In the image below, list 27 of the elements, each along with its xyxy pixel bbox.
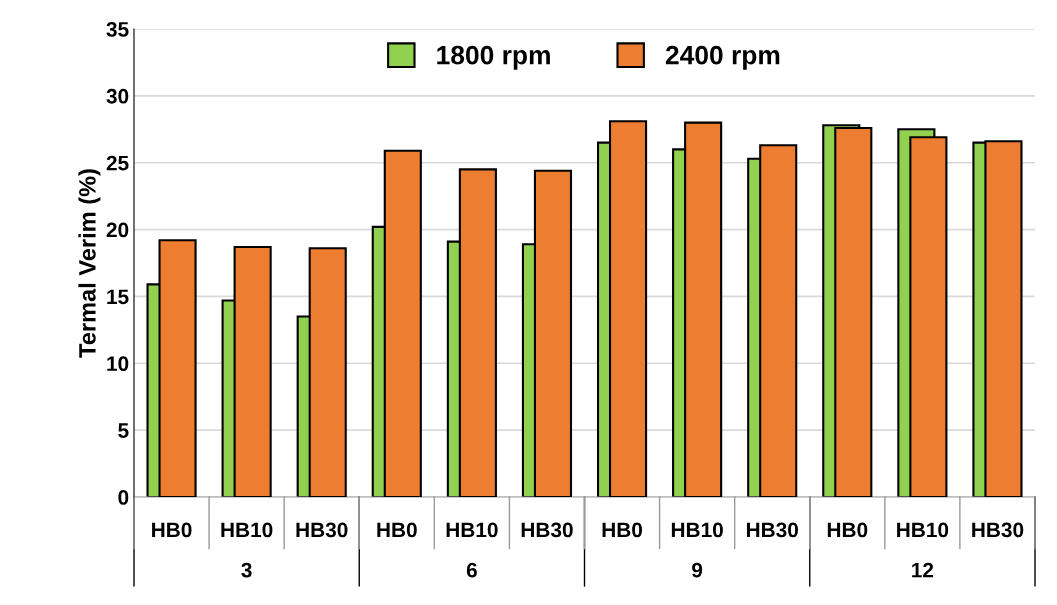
- x-tick-label: HB30: [521, 522, 573, 538]
- y-tick-label: 5: [118, 423, 129, 438]
- y-tick-label: 0: [118, 490, 129, 505]
- x-tick-label: HB10: [897, 522, 949, 538]
- x-tick-label: HB30: [296, 522, 348, 538]
- y-tick-label: 30: [106, 88, 129, 104]
- x-tick-label: HB10: [671, 522, 723, 538]
- x-tick-label: HB0: [827, 522, 868, 538]
- x-tick-label: HB10: [446, 522, 498, 538]
- x-tick-label: HB0: [377, 522, 417, 538]
- text: 9: [692, 562, 703, 578]
- legend-label: 1800 rpm: [437, 45, 550, 70]
- x-tick-label: HB0: [152, 522, 192, 538]
- y-tick-label: 25: [106, 155, 129, 171]
- y-axis-title: Termal Verim (%): [78, 169, 101, 358]
- x-tick-label: HB0: [602, 522, 643, 538]
- text: 6: [466, 562, 477, 578]
- text: 12: [912, 562, 934, 578]
- x-tick-label: HB10: [221, 522, 273, 538]
- y-tick-label: 20: [106, 222, 129, 238]
- x-tick-label: HB30: [746, 522, 798, 538]
- y-tick-label: 10: [107, 356, 129, 372]
- legend-label: 2400 rpm: [665, 45, 780, 70]
- y-tick-label: 15: [107, 289, 129, 305]
- text: 3: [241, 562, 252, 578]
- y-tick-label: 35: [106, 22, 129, 37]
- x-tick-label: HB30: [972, 522, 1024, 538]
